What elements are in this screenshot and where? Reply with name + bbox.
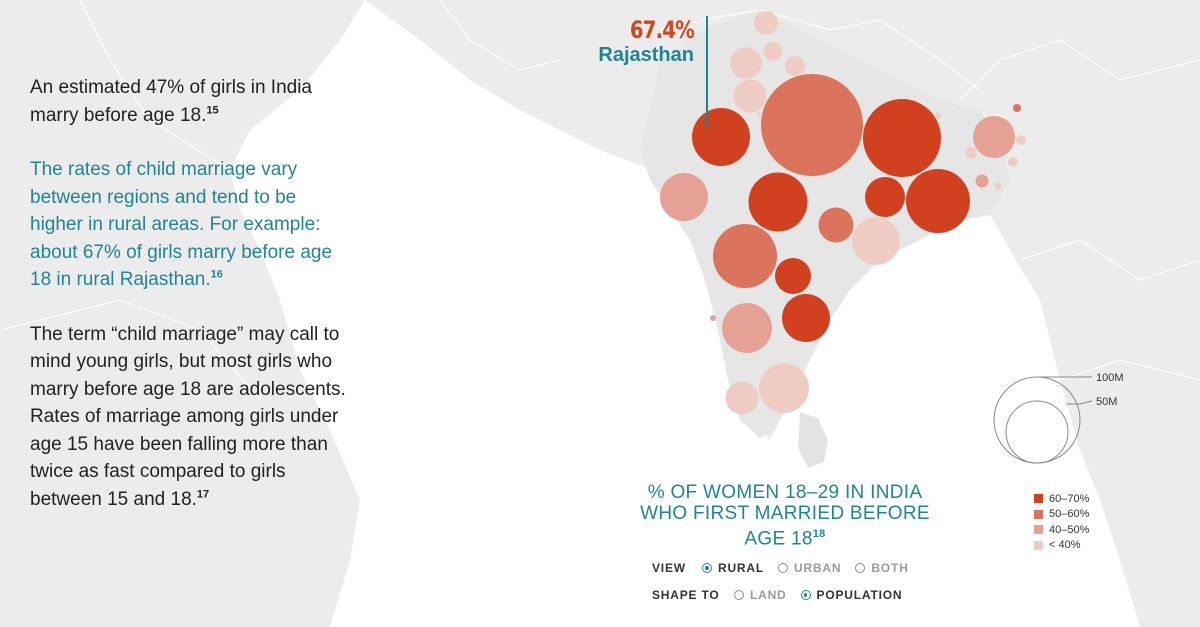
bubble-uttarakhand [785, 56, 805, 76]
bubble-jammu-kashmir [754, 11, 778, 35]
legend-item: 50–60% [1034, 507, 1089, 523]
radio-selected-icon[interactable] [800, 590, 811, 600]
size-key-circle-100m [993, 376, 1081, 464]
bubble-goa [710, 315, 716, 321]
radio-empty-icon[interactable] [778, 563, 788, 573]
view-option-rural[interactable]: RURAL [702, 561, 764, 575]
size-key-circle-50m [1005, 400, 1069, 464]
size-key-label-100m: 100M [1096, 372, 1124, 384]
bubble-punjab [730, 47, 762, 79]
bubble-manipur [1008, 157, 1018, 167]
bubble-mizoram [994, 182, 1002, 190]
size-key-leader-50m-2 [1079, 400, 1093, 405]
radio-selected-icon[interactable] [702, 563, 712, 573]
region-bubbles [660, 11, 1026, 415]
legend-swatch [1034, 494, 1043, 504]
bubble-chhattisgarh [818, 207, 854, 243]
ocean [230, 0, 1140, 627]
bubble-uttar-pradesh [761, 74, 863, 176]
story-text: An estimated 47% of girls in India marry… [30, 74, 350, 540]
view-option-urban[interactable]: URBAN [778, 561, 841, 575]
radio-empty-icon[interactable] [855, 563, 866, 573]
story-paragraph-3: The term “child marriage” may call to mi… [30, 323, 346, 510]
view-option-both[interactable]: BOTH [855, 561, 908, 575]
footnote-ref-15[interactable]: 15 [206, 104, 219, 117]
legend-swatch [1034, 540, 1043, 550]
bubble-jharkhand [865, 177, 905, 217]
bubble-telangana [775, 258, 811, 294]
bubble-karnataka [722, 303, 772, 353]
bubble-meghalaya [965, 147, 977, 159]
bubble-assam [973, 116, 1015, 158]
bubble-madhya-pradesh [748, 172, 808, 232]
view-control-row: VIEW RURAL URBAN BOTH [652, 560, 923, 576]
bubble-tamil-nadu [759, 363, 809, 413]
story-paragraph-2: The rates of child marriage vary between… [30, 159, 333, 290]
bubble-kerala [725, 381, 759, 415]
radio-empty-icon[interactable] [734, 590, 744, 600]
bubble-west-bengal [906, 169, 970, 233]
bubble-nagaland [1016, 135, 1026, 145]
bubble-delhi [757, 112, 761, 116]
view-label: VIEW [652, 561, 686, 575]
size-key-label-50m: 50M [1096, 396, 1117, 408]
bubble-maharashtra [713, 224, 777, 288]
story-paragraph-1: An estimated 47% of girls in India marry… [30, 77, 312, 126]
legend-item: 40–50% [1034, 522, 1089, 538]
shape-option-land[interactable]: LAND [734, 588, 787, 602]
size-key: 100M 50M [993, 372, 1124, 464]
sri-lanka [798, 412, 828, 468]
color-legend: 60–70% 50–60% 40–50% < 40% [1034, 491, 1089, 553]
chart-title: % OF WOMEN 18–29 IN INDIA WHO FIRST MARR… [640, 482, 930, 550]
legend-swatch [1034, 525, 1043, 535]
callout-leader-line [706, 16, 708, 128]
bubble-odisha [852, 217, 900, 265]
footnote-ref-18[interactable]: 18 [812, 528, 826, 540]
bubble-tripura [975, 174, 989, 188]
rajasthan-callout: 67.4% Rajasthan [590, 16, 694, 67]
footnote-ref-16[interactable]: 16 [210, 268, 223, 281]
legend-item: 60–70% [1034, 491, 1089, 507]
footnote-ref-17[interactable]: 17 [196, 488, 210, 501]
legend-item: < 40% [1034, 538, 1089, 554]
bubble-andhra-pradesh [782, 294, 830, 342]
callout-region: Rajasthan [598, 44, 694, 66]
shape-option-population[interactable]: POPULATION [800, 588, 903, 602]
callout-value: 67.4% [629, 16, 695, 44]
bubble-sikkim [935, 113, 941, 119]
bubble-haryana [733, 79, 767, 113]
map-controls: VIEW RURAL URBAN BOTH SHAPE TO LAND POPU… [652, 560, 923, 614]
legend-swatch [1034, 509, 1043, 519]
shape-control-row: SHAPE TO LAND POPULATION [652, 587, 923, 603]
shape-label: SHAPE TO [652, 588, 720, 602]
bubble-bihar [863, 99, 941, 177]
bubble-rajasthan [692, 108, 750, 166]
bubble-gujarat [660, 173, 708, 221]
bubble-himachal-pradesh [763, 41, 783, 61]
bubble-arunachal-pradesh [1013, 104, 1021, 112]
